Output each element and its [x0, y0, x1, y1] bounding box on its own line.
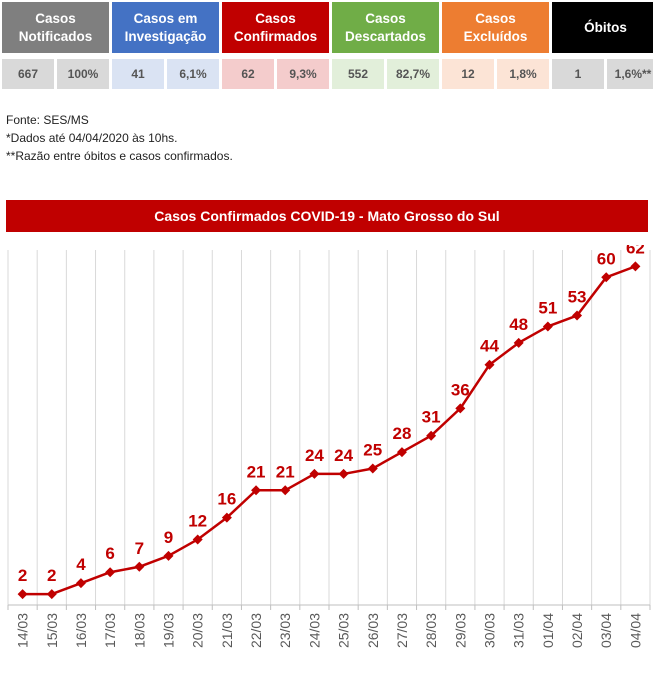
data-label: 48 [509, 315, 528, 334]
data-label: 60 [597, 249, 616, 268]
data-label: 28 [392, 424, 411, 443]
data-label: 21 [276, 462, 295, 481]
data-label: 24 [305, 446, 324, 465]
x-tick-label: 03/04 [598, 613, 614, 648]
summary-header: Casos Excluídos [442, 2, 549, 53]
data-point [280, 485, 291, 496]
x-tick-label: 01/04 [540, 613, 556, 648]
series-line [22, 265, 636, 596]
data-point [75, 578, 86, 589]
summary-pct-cell: 1,8% [497, 59, 549, 89]
summary-count-cell: 12 [442, 59, 494, 89]
x-tick-label: 14/03 [15, 613, 31, 648]
data-label: 25 [363, 440, 382, 459]
x-tick-label: 16/03 [73, 613, 89, 648]
data-label: 53 [568, 288, 587, 307]
x-tick-label: 18/03 [131, 613, 147, 648]
data-point [513, 337, 524, 348]
x-tick-label: 24/03 [306, 613, 322, 648]
summary-header: Casos Descartados [332, 2, 439, 53]
data-label: 2 [18, 566, 27, 585]
x-tick-label: 02/04 [569, 613, 585, 648]
notes: Fonte: SES/MS *Dados até 04/04/2020 às 1… [6, 111, 233, 165]
data-label: 16 [217, 490, 236, 509]
data-label: 2 [47, 566, 56, 585]
data-point [338, 468, 349, 479]
x-tick-label: 26/03 [365, 613, 381, 648]
x-tick-label: 27/03 [394, 613, 410, 648]
x-tick-label: 23/03 [277, 613, 293, 648]
summary-header: Casos Confirmados [222, 2, 329, 53]
x-tick-label: 25/03 [336, 613, 352, 648]
ratio-note: **Razão entre óbitos e casos confirmados… [6, 149, 233, 163]
summary-count-cell: 1 [552, 59, 604, 89]
source-note: Fonte: SES/MS [6, 113, 89, 127]
data-label: 62 [626, 245, 645, 257]
data-label: 44 [480, 337, 499, 356]
x-tick-label: 20/03 [190, 613, 206, 648]
data-point [601, 272, 612, 283]
data-label: 4 [76, 555, 86, 574]
x-tick-label: 21/03 [219, 613, 235, 648]
x-tick-label: 31/03 [511, 613, 527, 648]
data-point [46, 589, 57, 600]
data-point [426, 430, 437, 441]
summary-pct-cell: 100% [57, 59, 109, 89]
summary-count-cell: 41 [112, 59, 164, 89]
data-point [221, 512, 232, 523]
data-point [630, 261, 641, 272]
data-point [455, 403, 466, 414]
summary-pct-cell: 6,1% [167, 59, 219, 89]
summary-pct-cell: 82,7% [387, 59, 439, 89]
data-label: 12 [188, 511, 207, 530]
data-label: 6 [105, 544, 114, 563]
summary-count-cell: 552 [332, 59, 384, 89]
x-tick-label: 15/03 [44, 613, 60, 648]
data-label: 51 [538, 298, 557, 317]
x-tick-label: 28/03 [423, 613, 439, 648]
x-tick-label: 29/03 [452, 613, 468, 648]
chart-title: Casos Confirmados COVID-19 - Mato Grosso… [6, 200, 648, 232]
data-label: 36 [451, 380, 470, 399]
summary-header: Óbitos [552, 2, 653, 53]
data-point [17, 589, 28, 600]
data-point [105, 567, 116, 578]
summary-count-cell: 62 [222, 59, 274, 89]
summary-count-cell: 667 [2, 59, 54, 89]
x-tick-label: 17/03 [102, 613, 118, 648]
data-point [484, 359, 495, 370]
data-label: 24 [334, 446, 353, 465]
data-point [542, 321, 553, 332]
x-tick-label: 19/03 [161, 613, 177, 648]
data-label: 21 [247, 462, 266, 481]
x-tick-label: 30/03 [482, 613, 498, 648]
data-point [134, 561, 145, 572]
line-chart: 2 14/03 2 15/03 4 16/03 6 17/03 7 18/03 9 19/03 12 20… [7, 245, 651, 648]
data-point [163, 550, 174, 561]
data-point [251, 485, 262, 496]
data-point [192, 534, 203, 545]
data-point [309, 468, 320, 479]
data-point [396, 447, 407, 458]
data-label: 7 [135, 539, 144, 558]
x-tick-label: 04/04 [627, 613, 643, 648]
x-tick-label: 22/03 [248, 613, 264, 648]
summary-header: Casos em Investigação [112, 2, 219, 53]
summary-pct-cell: 9,3% [277, 59, 329, 89]
data-label: 31 [422, 408, 441, 427]
data-label: 9 [164, 528, 173, 547]
data-point [367, 463, 378, 474]
summary-header: Casos Notificados [2, 2, 109, 53]
date-note: *Dados até 04/04/2020 às 10hs. [6, 131, 178, 145]
summary-pct-cell: 1,6%** [607, 59, 653, 89]
data-point [572, 310, 583, 321]
